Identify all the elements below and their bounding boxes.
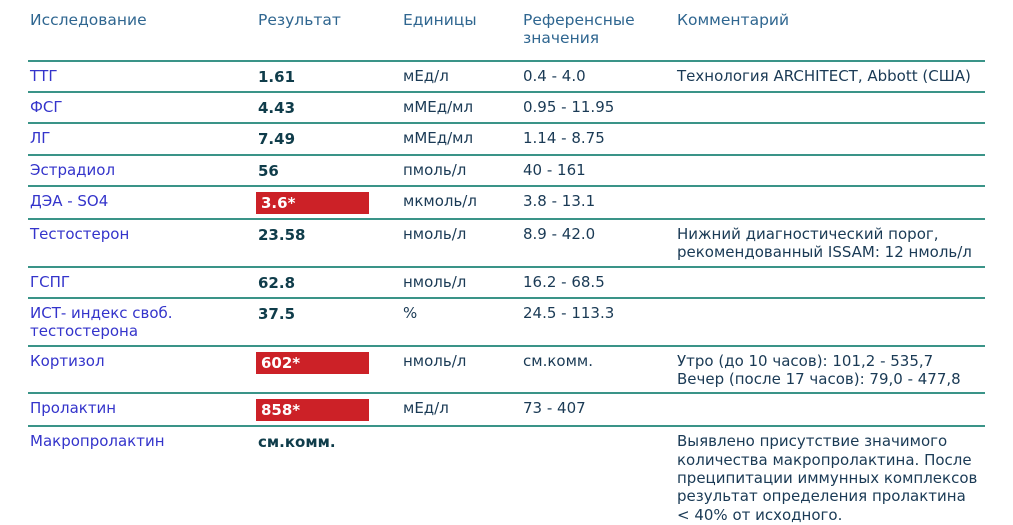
cell-reference-values: см.комм. (521, 344, 675, 394)
cell-result: см.комм. (256, 425, 401, 525)
result-value: 23.58 (258, 226, 306, 245)
table-row: Кортизол 602* нмоль/л см.комм. Утро (до … (28, 344, 985, 394)
comment-line: Технология ARCHITECT, Abbott (США) (677, 66, 971, 85)
cell-test-name: Макропролактин (28, 425, 256, 525)
cell-test-name: ФСГ (28, 90, 256, 124)
cell-reference-values: 16.2 - 68.5 (521, 265, 675, 298)
cell-reference-values: 24.5 - 113.3 (521, 297, 675, 346)
cell-units: мЕд/л (401, 392, 521, 427)
cell-result: 62.8 (256, 265, 401, 298)
cell-units: пмоль/л (401, 153, 521, 186)
cell-units: нмоль/л (401, 218, 521, 267)
cell-reference-values: 73 - 407 (521, 392, 675, 427)
cell-units (401, 425, 521, 525)
column-header-reference: Референсные значения (523, 11, 635, 47)
column-header-test: Исследование (30, 11, 147, 29)
table-row: ФСГ 4.43 мМЕд/мл 0.95 - 11.95 (28, 90, 985, 124)
result-value: 3.6* (256, 191, 369, 215)
cell-test-name: Эстрадиол (28, 153, 256, 186)
cell-test-name: ДЭА - SO4 (28, 184, 256, 220)
header-row: Исследование Результат Единицы Референсн… (28, 8, 985, 61)
cell-result: 602* (256, 344, 401, 394)
column-header-result: Результат (258, 11, 341, 29)
table-row: Эстрадиол 56 пмоль/л 40 - 161 (28, 153, 985, 186)
cell-result: 1.61 (256, 59, 401, 92)
cell-comment (675, 122, 985, 155)
cell-reference-values: 8.9 - 42.0 (521, 218, 675, 267)
result-value: 858* (256, 399, 369, 422)
cell-units: мМЕд/мл (401, 90, 521, 124)
cell-units: нмоль/л (401, 265, 521, 298)
cell-units: нмоль/л (401, 344, 521, 394)
comment-line: Утро (до 10 часов): 101,2 - 535,7 (677, 351, 934, 370)
cell-units: мЕд/л (401, 59, 521, 92)
cell-result: 56 (256, 153, 401, 186)
result-value: 7.49 (258, 130, 296, 149)
cell-test-name: Тестостерон (28, 218, 256, 267)
result-value: 602* (256, 351, 369, 374)
result-value: см.комм. (258, 433, 336, 452)
cell-result: 858* (256, 392, 401, 427)
result-value: 62.8 (258, 273, 296, 292)
comment-line: Вечер (после 17 часов): 79,0 - 477,8 (677, 369, 961, 388)
comment-line: Нижний диагностический порог, рекомендов… (677, 225, 972, 262)
table-row: ДЭА - SO4 3.6* мкмоль/л 3.8 - 13.1 (28, 184, 985, 220)
result-value: 37.5 (258, 305, 296, 323)
cell-test-name: ЛГ (28, 122, 256, 155)
table-row: ГСПГ 62.8 нмоль/л 16.2 - 68.5 (28, 265, 985, 298)
cell-test-name: Кортизол (28, 344, 256, 394)
comment-line: Выявлено присутствие значимого количеств… (677, 432, 978, 524)
cell-reference-values: 3.8 - 13.1 (521, 184, 675, 220)
column-header-comment: Комментарий (677, 11, 790, 29)
table-row: ТТГ 1.61 мЕд/л 0.4 - 4.0 Технология ARCH… (28, 59, 985, 92)
cell-comment: Технология ARCHITECT, Abbott (США) (675, 59, 985, 92)
cell-comment (675, 392, 985, 427)
result-value: 1.61 (258, 67, 296, 86)
table-row: Макропролактин см.комм. Выявлено присутс… (28, 425, 985, 525)
cell-comment (675, 297, 985, 346)
cell-reference-values: 0.4 - 4.0 (521, 59, 675, 92)
cell-comment (675, 184, 985, 220)
cell-test-name: Пролактин (28, 392, 256, 427)
cell-result: 37.5 (256, 297, 401, 346)
result-value: 4.43 (258, 98, 296, 117)
cell-reference-values: 40 - 161 (521, 153, 675, 186)
table-header: Исследование Результат Единицы Референсн… (28, 8, 985, 61)
table-row: ЛГ 7.49 мМЕд/мл 1.14 - 8.75 (28, 122, 985, 155)
cell-test-name: ГСПГ (28, 265, 256, 298)
cell-units: мМЕд/мл (401, 122, 521, 155)
cell-reference-values: 1.14 - 8.75 (521, 122, 675, 155)
cell-comment: Утро (до 10 часов): 101,2 - 535,7 Вечер (… (675, 344, 985, 394)
cell-comment (675, 90, 985, 124)
cell-result: 7.49 (256, 122, 401, 155)
cell-result: 23.58 (256, 218, 401, 267)
cell-test-name: ТТГ (28, 59, 256, 92)
cell-comment: Нижний диагностический порог, рекомендов… (675, 218, 985, 267)
cell-result: 3.6* (256, 184, 401, 220)
table-row: ИСТ- индекс своб. тестостерона 37.5 % 24… (28, 297, 985, 346)
results-tbody: ТТГ 1.61 мЕд/л 0.4 - 4.0 Технология ARCH… (28, 59, 985, 525)
cell-test-name: ИСТ- индекс своб. тестостерона (28, 297, 256, 346)
table-row: Пролактин 858* мЕд/л 73 - 407 (28, 392, 985, 427)
cell-units: мкмоль/л (401, 184, 521, 220)
cell-comment (675, 265, 985, 298)
cell-comment: Выявлено присутствие значимого количеств… (675, 425, 985, 525)
lab-results-table: Исследование Результат Единицы Референсн… (28, 8, 985, 525)
table-row: Тестостерон 23.58 нмоль/л 8.9 - 42.0 Ниж… (28, 218, 985, 267)
result-value: 56 (258, 161, 279, 180)
cell-reference-values (521, 425, 675, 525)
cell-comment (675, 153, 985, 186)
column-header-units: Единицы (403, 11, 477, 29)
cell-reference-values: 0.95 - 11.95 (521, 90, 675, 124)
cell-units: % (401, 297, 521, 346)
cell-result: 4.43 (256, 90, 401, 124)
